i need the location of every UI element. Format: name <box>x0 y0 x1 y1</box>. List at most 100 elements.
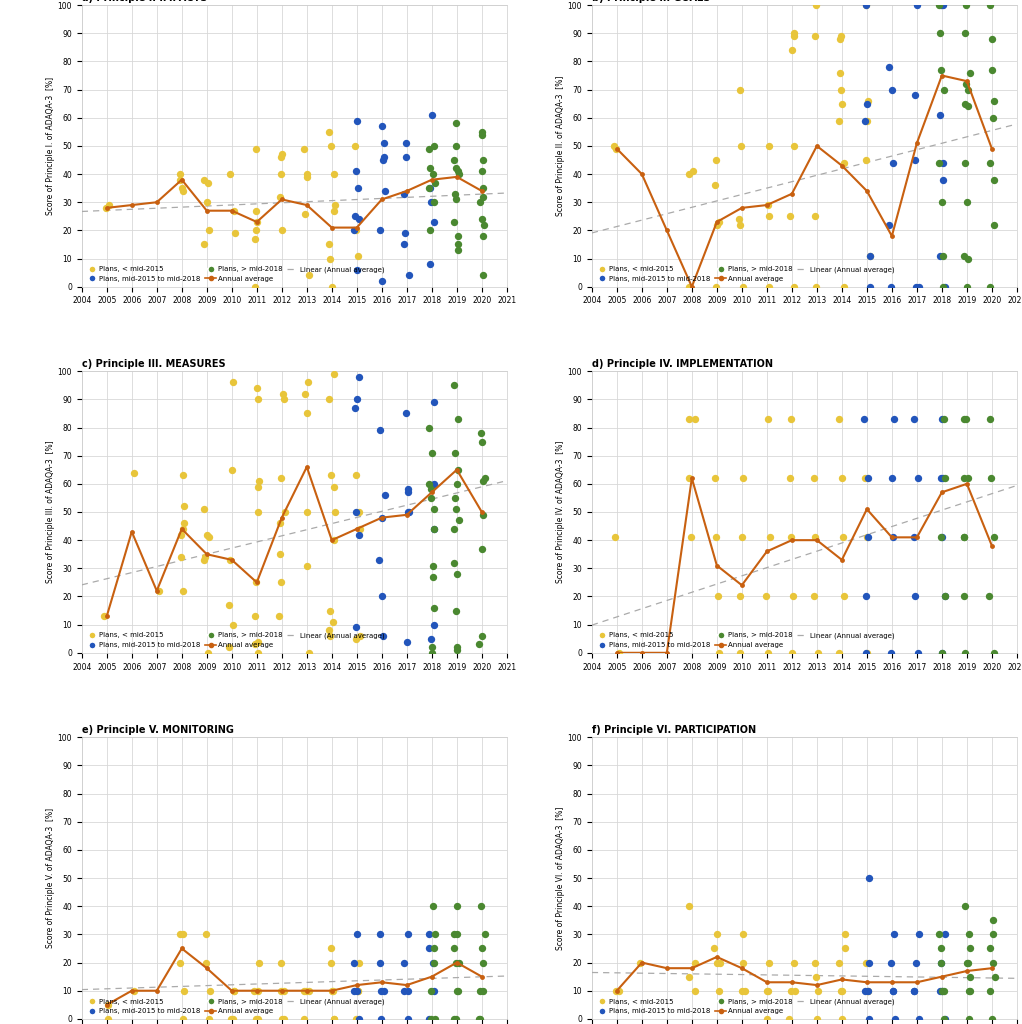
Point <box>247 636 264 652</box>
Point <box>957 411 973 427</box>
Point <box>687 982 703 998</box>
Point <box>249 380 266 396</box>
Point <box>225 374 241 390</box>
Point <box>611 982 628 998</box>
Point <box>982 0 998 13</box>
Point <box>446 152 462 168</box>
Point <box>708 152 725 168</box>
Point <box>446 520 462 537</box>
Point <box>351 526 367 543</box>
Point <box>606 138 622 155</box>
Point <box>248 214 265 230</box>
Point <box>222 552 238 568</box>
Point <box>960 98 976 115</box>
Point <box>301 982 318 998</box>
Point <box>934 470 950 486</box>
Point <box>707 279 724 295</box>
Point <box>326 531 342 548</box>
Point <box>173 549 189 565</box>
Point <box>832 65 848 81</box>
Point <box>931 0 947 13</box>
Point <box>476 470 493 486</box>
Point <box>222 166 238 182</box>
Point <box>831 113 847 129</box>
Point <box>296 140 313 157</box>
Y-axis label: Score of Principle III. of ADAQA-3  [%]: Score of Principle III. of ADAQA-3 [%] <box>46 440 55 584</box>
Point <box>346 982 363 998</box>
Point <box>296 205 313 222</box>
Point <box>474 433 491 450</box>
Point <box>347 208 364 224</box>
Point <box>425 898 442 914</box>
Point <box>299 504 316 520</box>
Point <box>350 982 366 998</box>
Point <box>881 58 897 76</box>
Point <box>421 420 437 436</box>
Point <box>732 217 748 233</box>
Point <box>173 954 189 971</box>
Point <box>198 954 215 971</box>
Point <box>933 61 949 78</box>
Point <box>250 504 267 520</box>
Point <box>450 237 466 253</box>
Point <box>425 166 442 182</box>
Point <box>956 248 972 264</box>
Point <box>175 926 191 942</box>
Point <box>425 982 442 998</box>
Point <box>957 529 973 546</box>
Text: c) Principle III. MEASURES: c) Principle III. MEASURES <box>82 359 226 369</box>
Point <box>885 982 901 998</box>
Point <box>782 208 798 224</box>
Point <box>221 639 237 655</box>
Point <box>451 512 467 528</box>
Point <box>981 279 997 295</box>
Point <box>298 557 315 573</box>
Point <box>371 552 387 568</box>
Point <box>687 954 703 971</box>
Point <box>857 0 874 13</box>
Point <box>426 926 443 942</box>
Point <box>372 222 388 239</box>
Point <box>475 267 492 284</box>
Point <box>761 138 778 155</box>
Point <box>296 385 313 401</box>
Point <box>858 529 875 546</box>
Point <box>449 642 465 658</box>
Point <box>297 982 314 998</box>
Point <box>681 969 697 985</box>
Point <box>101 197 118 213</box>
Point <box>475 180 492 197</box>
Point <box>175 1011 191 1024</box>
Point <box>473 211 490 227</box>
Point <box>759 982 776 998</box>
Point <box>932 248 948 264</box>
Point <box>786 954 802 971</box>
Point <box>324 279 340 295</box>
Point <box>447 377 463 393</box>
Point <box>172 926 188 942</box>
Point <box>985 93 1002 110</box>
Point <box>962 969 978 985</box>
Point <box>221 597 237 613</box>
Point <box>958 411 974 427</box>
Point <box>685 163 701 179</box>
Point <box>761 529 778 546</box>
Point <box>984 31 1001 47</box>
Point <box>300 644 317 660</box>
Point <box>961 926 977 942</box>
Point <box>446 926 462 942</box>
Point <box>424 639 440 655</box>
Point <box>935 171 951 188</box>
Legend: Plans, < mid-2015, Plans, mid-2015 to mid-2018, Plans, > mid-2018, Annual averag: Plans, < mid-2015, Plans, mid-2015 to mi… <box>595 265 896 284</box>
Point <box>322 940 338 956</box>
Point <box>907 529 923 546</box>
Point <box>957 95 973 112</box>
Point <box>783 529 799 546</box>
Point <box>932 982 948 998</box>
Point <box>932 940 948 956</box>
Point <box>858 588 875 604</box>
Point <box>732 644 748 660</box>
Point <box>759 197 776 213</box>
Point <box>982 155 998 171</box>
Point <box>448 116 464 132</box>
